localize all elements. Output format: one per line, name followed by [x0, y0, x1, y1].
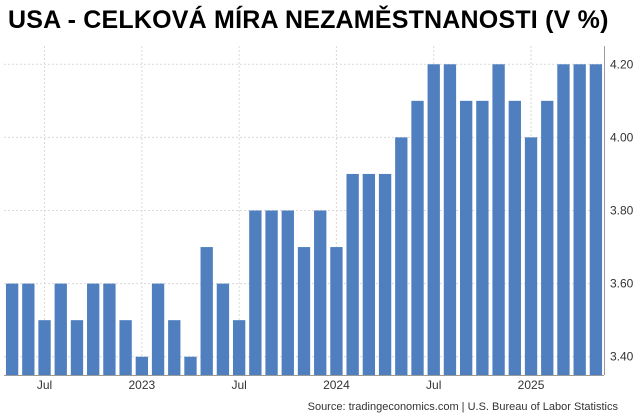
bar-2025-05[interactable]	[589, 64, 603, 376]
x-tick-label: Jul	[37, 378, 52, 392]
bar-2024-10[interactable]	[476, 100, 489, 375]
bar-2023-07[interactable]	[232, 320, 246, 375]
axes: 4.20 4.00 3.80 3.60 3.40 Jul 2023 Jul 2024 Jul 202…	[4, 46, 634, 392]
bar-2024-02[interactable]	[346, 173, 359, 375]
bar-2023-01[interactable]	[135, 356, 148, 375]
bar-2024-09[interactable]	[460, 100, 473, 375]
bar-2023-06[interactable]	[216, 283, 230, 375]
bar-2024-07[interactable]	[427, 64, 440, 376]
x-tick-label: Jul	[426, 378, 441, 392]
y-tick-label: 3.40	[610, 350, 634, 364]
bar-2023-02[interactable]	[151, 283, 165, 375]
bar-2025-04[interactable]	[573, 64, 586, 376]
bar-2025-01[interactable]	[524, 137, 538, 375]
bar-2022-11[interactable]	[103, 283, 116, 375]
bar-2022-09[interactable]	[70, 320, 84, 375]
x-tick-label: 2024	[323, 378, 350, 392]
bar-2022-12[interactable]	[119, 320, 132, 375]
bar-2023-08[interactable]	[249, 210, 262, 376]
bar-2024-06[interactable]	[411, 100, 424, 375]
chart-source: Source: tradingeconomics.com | U.S. Bure…	[307, 401, 618, 413]
bar-2024-05[interactable]	[395, 137, 408, 375]
x-tick-label: Jul	[231, 378, 246, 392]
bar-2024-01[interactable]	[330, 247, 343, 375]
bar-2023-05[interactable]	[200, 247, 213, 375]
bar-2024-08[interactable]	[443, 64, 457, 376]
bar-2023-09[interactable]	[265, 210, 278, 376]
bars	[5, 64, 603, 376]
bar-2024-11[interactable]	[492, 64, 505, 376]
bar-2023-12[interactable]	[314, 210, 327, 376]
bar-2022-10[interactable]	[87, 283, 100, 375]
bar-2024-12[interactable]	[508, 100, 521, 375]
bar-2023-10[interactable]	[281, 210, 294, 376]
bar-2025-03[interactable]	[557, 64, 570, 376]
bar-2022-07[interactable]	[38, 320, 51, 375]
bar-2023-11[interactable]	[297, 247, 311, 375]
bar-2025-02[interactable]	[541, 100, 554, 375]
bar-2023-03[interactable]	[168, 320, 181, 375]
bar-2022-05[interactable]	[5, 283, 19, 375]
x-tick-label: 2025	[518, 378, 545, 392]
bar-2024-03[interactable]	[362, 173, 376, 375]
bar-2024-04[interactable]	[378, 173, 392, 375]
x-tick-label: 2023	[128, 378, 155, 392]
y-tick-label: 4.20	[610, 57, 634, 71]
bar-2022-06[interactable]	[22, 283, 35, 375]
chart-title: USA - CELKOVÁ MÍRA NEZAMĚSTNANOSTI (V %)	[8, 6, 609, 34]
bar-2023-04[interactable]	[184, 356, 197, 375]
y-tick-label: 3.60	[610, 277, 634, 291]
y-tick-label: 4.00	[610, 130, 634, 144]
y-tick-label: 3.80	[610, 204, 634, 218]
bar-2022-08[interactable]	[54, 283, 67, 375]
